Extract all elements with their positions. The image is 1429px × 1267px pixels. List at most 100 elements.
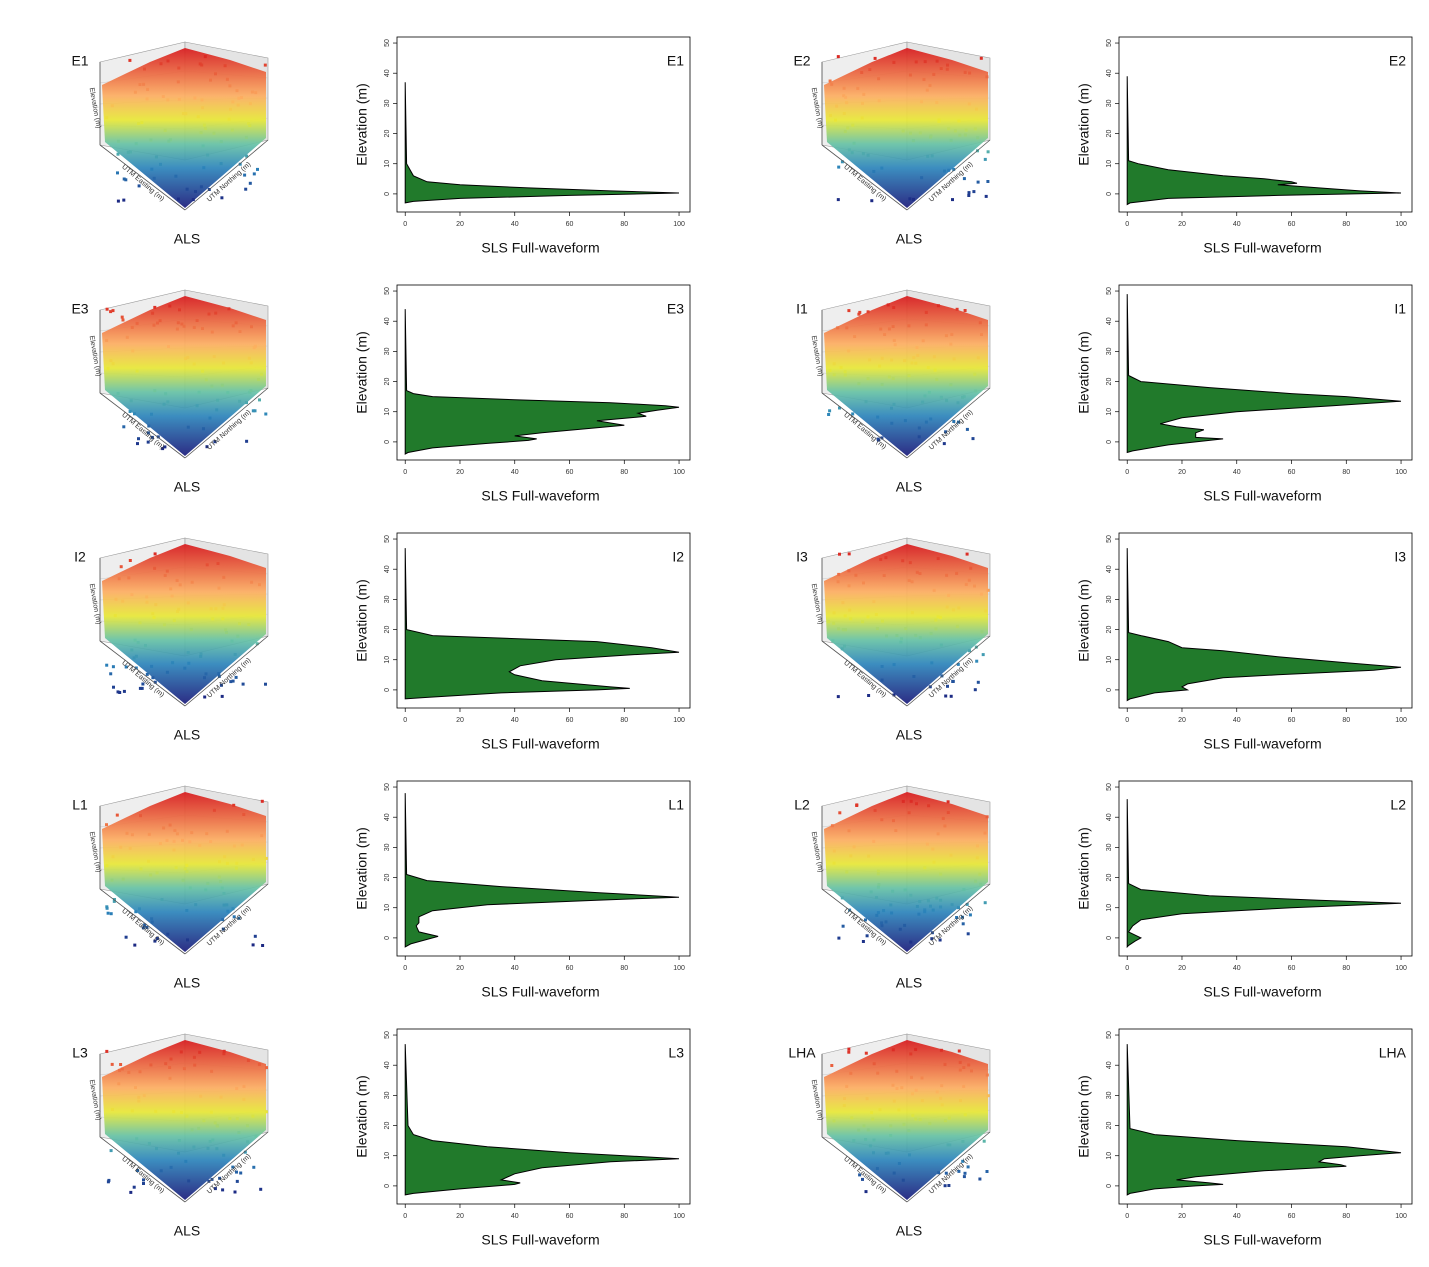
als-point — [880, 382, 884, 386]
als-point — [924, 420, 928, 424]
als-point — [847, 1047, 851, 1051]
als-point — [958, 133, 962, 137]
als-point — [231, 100, 235, 104]
als-point — [151, 612, 155, 616]
als-point — [911, 1113, 915, 1117]
als-point — [160, 898, 164, 901]
als-point — [873, 808, 877, 812]
als-point — [940, 1103, 944, 1107]
als-point — [258, 398, 261, 402]
als-point — [185, 863, 189, 867]
als-point — [929, 631, 933, 635]
als-point — [220, 196, 224, 200]
als-point — [880, 924, 884, 928]
als-point — [932, 355, 936, 359]
als-point — [238, 622, 241, 626]
als-point — [229, 680, 233, 684]
als-point — [845, 1084, 849, 1088]
als-point — [891, 325, 895, 328]
als-point — [832, 373, 836, 377]
als-point — [891, 1048, 895, 1052]
y-tick-label: 20 — [384, 874, 391, 882]
als-point — [941, 816, 945, 820]
als-point — [832, 1119, 836, 1123]
als-point — [117, 1082, 121, 1086]
als-point — [972, 190, 976, 194]
als-point — [901, 559, 905, 563]
als-point — [880, 665, 884, 668]
als-point — [216, 562, 220, 565]
als-point-cloud — [824, 1040, 988, 1200]
als-point — [147, 832, 151, 836]
als-point — [980, 333, 983, 336]
als-point — [129, 1190, 133, 1194]
als-point — [168, 823, 172, 827]
y-tick-label: 50 — [384, 1031, 391, 1039]
als-point — [224, 628, 228, 632]
als-point — [902, 1122, 906, 1126]
als-point — [111, 309, 115, 313]
als-point — [172, 848, 176, 852]
als-point — [942, 442, 946, 446]
als-point — [887, 375, 891, 379]
x-tick-label: 60 — [1288, 717, 1296, 724]
als-point — [944, 334, 948, 338]
als-point — [847, 829, 851, 833]
als-point — [878, 364, 882, 368]
als-point — [142, 1178, 145, 1182]
als-point — [967, 102, 971, 106]
als-point — [150, 917, 154, 921]
als-edge — [906, 139, 991, 211]
als-point — [247, 623, 251, 626]
als-point — [203, 695, 207, 699]
als-point — [187, 661, 191, 665]
als-point — [880, 818, 884, 822]
als-point — [208, 416, 212, 420]
als-point — [931, 908, 935, 912]
als-point — [105, 1049, 109, 1053]
als-point — [212, 131, 216, 135]
als-point — [229, 107, 232, 111]
als-point — [897, 1108, 901, 1112]
als-point — [963, 70, 967, 74]
als-point — [836, 695, 840, 699]
als-point — [199, 652, 203, 656]
als-point — [220, 886, 224, 890]
als-point — [889, 903, 893, 907]
x-tick-label: 40 — [511, 1213, 519, 1220]
als-point — [923, 60, 927, 64]
als-point — [186, 601, 190, 605]
site-label: E2 — [793, 53, 810, 69]
als-point — [219, 1095, 223, 1099]
als-point — [186, 938, 189, 942]
als-point — [876, 437, 880, 441]
als-point — [828, 409, 832, 413]
als-point — [845, 326, 849, 330]
als-point — [214, 72, 217, 76]
als-point — [127, 1070, 131, 1074]
als-point — [256, 167, 259, 171]
als-point — [228, 1116, 232, 1120]
als-point — [182, 1067, 186, 1071]
als-edge — [821, 392, 908, 459]
als-label: ALS — [174, 479, 200, 495]
als-edge — [184, 387, 269, 459]
als-point — [150, 412, 153, 416]
y-tick-label: 50 — [384, 783, 391, 791]
als-point — [181, 838, 184, 842]
als-point — [135, 369, 139, 373]
als-point — [862, 92, 866, 96]
als-point — [912, 675, 916, 678]
als-point — [951, 608, 955, 612]
y-tick-label: 40 — [1106, 813, 1113, 821]
als-point — [265, 1066, 268, 1070]
als-point — [939, 1048, 943, 1052]
als-point — [939, 395, 943, 399]
als-point — [111, 1108, 114, 1111]
als-point — [877, 883, 881, 887]
als-point — [134, 1086, 137, 1089]
als-point — [915, 905, 919, 908]
x-tick-label: 80 — [620, 965, 628, 972]
als-point — [927, 804, 931, 808]
als-point — [222, 1049, 226, 1053]
